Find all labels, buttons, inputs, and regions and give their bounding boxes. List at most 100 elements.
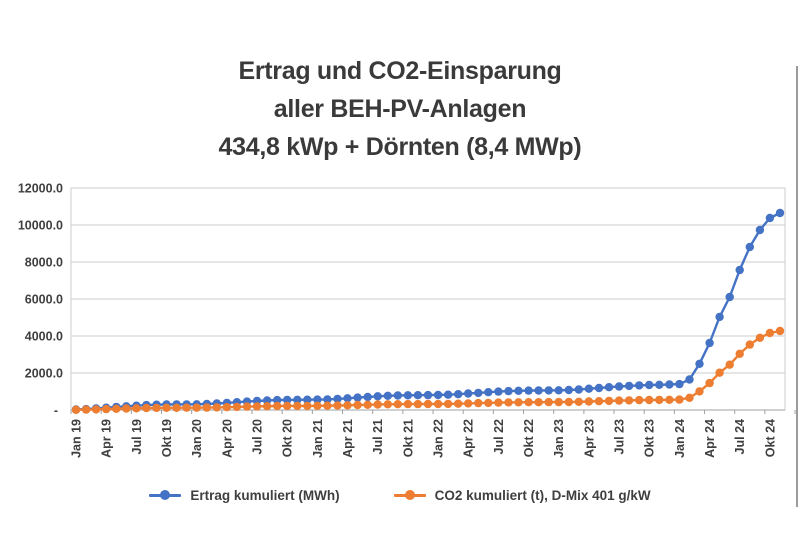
ertrag-series-point bbox=[715, 312, 724, 322]
co2-series-point bbox=[755, 333, 765, 342]
co2-series-point bbox=[554, 397, 563, 407]
x-axis-tick-label: Okt 23 bbox=[643, 419, 657, 457]
ertrag-series-point bbox=[273, 395, 282, 405]
co2-series-point bbox=[594, 397, 604, 406]
legend-label-co2: CO2 kumuliert (t), D-Mix 401 g/kW bbox=[434, 487, 651, 503]
ertrag-series-point bbox=[353, 393, 362, 402]
x-axis-tick-label: Okt 24 bbox=[763, 419, 777, 457]
ertrag-series-point bbox=[765, 213, 775, 223]
ertrag-series-point bbox=[544, 386, 553, 395]
co2-series-point bbox=[604, 396, 614, 406]
x-axis-tick-label: Apr 22 bbox=[462, 419, 476, 458]
co2-series-point bbox=[745, 340, 754, 349]
ertrag-series-point bbox=[403, 391, 413, 400]
ertrag-series-point bbox=[474, 388, 483, 398]
ertrag-series-point bbox=[454, 390, 463, 399]
co2-series-point bbox=[443, 399, 453, 409]
co2-series-point bbox=[524, 398, 533, 407]
page-edge-divider bbox=[796, 66, 798, 507]
co2-series-point bbox=[91, 405, 101, 414]
ertrag-series-point bbox=[584, 384, 594, 393]
ertrag-series-marker-icon bbox=[149, 490, 182, 500]
x-axis-tick-label: Jan 20 bbox=[190, 419, 204, 458]
co2-series-point bbox=[122, 404, 131, 413]
co2-series-point bbox=[353, 400, 362, 410]
co2-series-point bbox=[494, 398, 503, 407]
co2-series-point bbox=[81, 405, 91, 414]
ertrag-series-point bbox=[655, 380, 664, 389]
x-axis-tick-label: Apr 21 bbox=[341, 419, 355, 458]
co2-series-point bbox=[71, 405, 81, 414]
ertrag-series-point bbox=[685, 375, 694, 384]
x-axis-tick-label: Jul 19 bbox=[130, 419, 144, 454]
chart-title-line-2: aller BEH-PV-Anlagen bbox=[273, 95, 527, 123]
chart-legend: Ertrag kumuliert (MWh) CO2 kumuliert (t)… bbox=[0, 482, 800, 508]
ertrag-series-point bbox=[645, 380, 654, 390]
ertrag-series-point bbox=[423, 390, 433, 400]
legend-item-co2: CO2 kumuliert (t), D-Mix 401 g/kW bbox=[393, 487, 651, 503]
ertrag-series-point bbox=[373, 392, 382, 401]
ertrag-series-point bbox=[695, 359, 704, 368]
co2-series-point bbox=[433, 399, 443, 409]
ertrag-series-point bbox=[524, 386, 533, 395]
ertrag-series-point bbox=[775, 208, 785, 218]
co2-series-point bbox=[655, 395, 664, 405]
co2-series-point bbox=[574, 397, 583, 406]
co2-series-point bbox=[293, 401, 302, 411]
legend-label-ertrag: Ertrag kumuliert (MWh) bbox=[190, 487, 340, 503]
ertrag-series-point bbox=[755, 225, 765, 235]
ertrag-series-point bbox=[413, 391, 423, 400]
co2-series-point bbox=[262, 402, 272, 411]
co2-series-point bbox=[252, 402, 262, 411]
chart-title: Ertrag und CO2-Einsparung aller BEH-PV-A… bbox=[0, 52, 800, 166]
co2-series-point bbox=[614, 396, 624, 405]
x-axis-tick-label: Apr 23 bbox=[582, 419, 596, 458]
co2-series-point bbox=[373, 400, 382, 409]
co2-series-point bbox=[665, 395, 674, 404]
y-axis-tick-label: 12000.0 bbox=[18, 182, 63, 196]
co2-series-point bbox=[162, 403, 171, 412]
x-axis-tick-label: Jul 22 bbox=[492, 419, 506, 454]
x-axis-tick-label: Okt 22 bbox=[522, 419, 536, 457]
co2-series-point bbox=[182, 403, 191, 412]
co2-series-point bbox=[142, 403, 151, 413]
co2-series-point bbox=[635, 395, 644, 405]
x-axis-tick-label: Jan 21 bbox=[311, 419, 325, 458]
ertrag-series-line bbox=[75, 211, 781, 411]
co2-series-point bbox=[102, 404, 111, 414]
co2-series-point bbox=[514, 398, 523, 407]
co2-series-point bbox=[273, 401, 282, 411]
co2-series-point bbox=[212, 403, 221, 412]
co2-series-point bbox=[363, 400, 372, 409]
ertrag-series-point bbox=[614, 382, 624, 391]
co2-series-point bbox=[695, 387, 704, 396]
co2-series-point bbox=[222, 403, 232, 412]
ertrag-series-point bbox=[534, 386, 543, 395]
co2-series-point bbox=[383, 400, 392, 409]
co2-series-point bbox=[775, 326, 785, 336]
co2-series-point bbox=[645, 395, 654, 405]
x-axis-tick-label: Jan 24 bbox=[673, 419, 687, 458]
ertrag-series-point bbox=[313, 395, 322, 404]
x-axis-tick-label: Apr 20 bbox=[220, 419, 234, 458]
ertrag-series-point bbox=[735, 265, 744, 275]
co2-series-marker-icon bbox=[393, 490, 426, 500]
co2-series-point bbox=[393, 400, 402, 409]
ertrag-series-point bbox=[604, 383, 614, 392]
x-axis-tick-label: Jul 20 bbox=[251, 419, 265, 454]
ertrag-series-point bbox=[624, 381, 634, 391]
co2-series-point bbox=[192, 403, 201, 412]
co2-series-point bbox=[152, 403, 161, 413]
ertrag-series-point bbox=[504, 386, 513, 396]
co2-series-point bbox=[685, 393, 694, 402]
x-axis-tick-label: Okt 21 bbox=[401, 419, 415, 457]
co2-series-point bbox=[132, 404, 141, 413]
ertrag-series-point bbox=[554, 386, 563, 395]
x-axis-tick-label: Jan 22 bbox=[432, 419, 446, 458]
y-axis-tick-label: - bbox=[54, 404, 58, 418]
ertrag-series-point bbox=[594, 383, 604, 393]
co2-series-point bbox=[343, 401, 352, 410]
x-axis-tick-label: Okt 19 bbox=[160, 419, 174, 457]
co2-series-point bbox=[112, 404, 121, 413]
co2-series-point bbox=[624, 396, 634, 405]
